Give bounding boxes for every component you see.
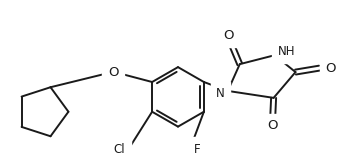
Text: N: N: [216, 87, 225, 100]
Text: O: O: [268, 119, 278, 132]
Text: O: O: [224, 29, 234, 42]
Text: NH: NH: [278, 45, 295, 58]
Text: F: F: [194, 143, 201, 156]
Text: O: O: [108, 66, 119, 79]
Text: Cl: Cl: [114, 143, 125, 156]
Text: O: O: [325, 62, 336, 75]
